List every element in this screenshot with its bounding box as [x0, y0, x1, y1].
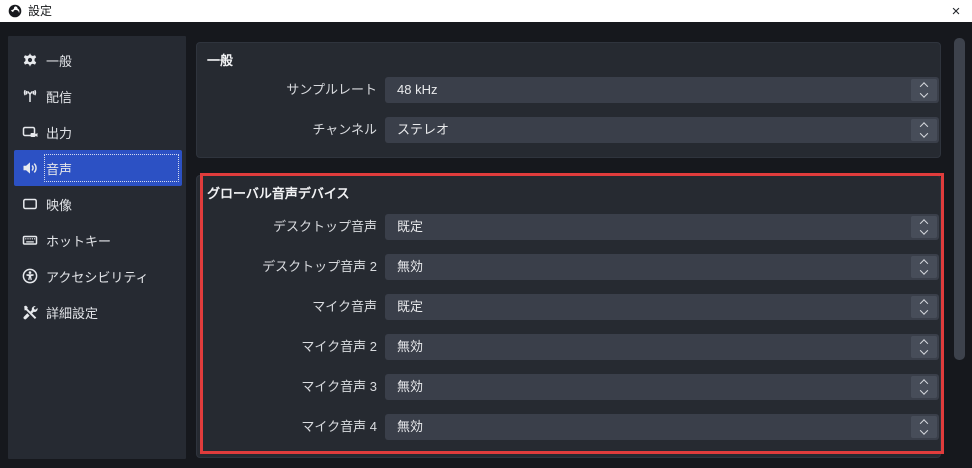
group-global-audio: グローバル音声デバイス デスクトップ音声 既定 デスクトップ音声 2 無効 マイ…	[196, 175, 941, 458]
mic-audio-1-label: マイク音声	[312, 299, 377, 314]
accessibility-icon	[22, 268, 38, 284]
speaker-icon	[23, 162, 37, 174]
close-icon[interactable]: ×	[951, 2, 961, 20]
sidebar-item-label: 配信	[46, 89, 73, 105]
sidebar-item-general[interactable]: 一般	[14, 42, 182, 78]
mic-audio-2-select[interactable]: 無効	[385, 334, 939, 360]
desktop-audio-2-select[interactable]: 無効	[385, 254, 939, 280]
desktop-audio-1-select[interactable]: 既定	[385, 214, 939, 240]
monitor-icon	[23, 198, 37, 210]
desktop-audio-1-value: 既定	[397, 219, 424, 234]
sidebar-item-output[interactable]: 出力	[14, 114, 182, 150]
mic-audio-1-value: 既定	[397, 299, 424, 314]
mic-audio-1-select[interactable]: 既定	[385, 294, 939, 320]
desktop-audio-2-value: 無効	[397, 259, 424, 274]
mic-audio-2-value: 無効	[397, 339, 424, 354]
sample-rate-value: 48 kHz	[397, 82, 438, 97]
sidebar-item-label: 出力	[46, 125, 73, 141]
mic-audio-4-label: マイク音声 4	[301, 419, 377, 434]
chevron-up-down-icon[interactable]	[911, 296, 937, 318]
sidebar-item-label: 音声	[46, 161, 73, 177]
sidebar-item-audio[interactable]: 音声	[14, 150, 182, 186]
row-mic-audio-2: マイク音声 2 無効	[197, 334, 940, 360]
channels-value: ステレオ	[397, 122, 450, 137]
row-mic-audio-3: マイク音声 3 無効	[197, 374, 940, 400]
sidebar-item-label: 映像	[46, 197, 73, 213]
mic-audio-4-value: 無効	[397, 419, 424, 434]
sidebar-item-label: 一般	[46, 53, 73, 69]
sample-rate-select[interactable]: 48 kHz	[385, 77, 939, 103]
output-icon	[22, 126, 38, 137]
sidebar-item-hotkeys[interactable]: ホットキー	[14, 222, 182, 258]
settings-sidebar: 一般 配信 出力	[8, 36, 186, 459]
chevron-up-down-icon[interactable]	[911, 216, 937, 238]
row-desktop-audio-1: デスクトップ音声 既定	[197, 214, 940, 240]
sidebar-item-video[interactable]: 映像	[14, 186, 182, 222]
sidebar-item-accessibility[interactable]: アクセシビリティ	[14, 258, 182, 294]
mic-audio-4-select[interactable]: 無効	[385, 414, 939, 440]
sidebar-item-stream[interactable]: 配信	[14, 78, 182, 114]
desktop-audio-1-label: デスクトップ音声	[272, 219, 377, 234]
broadcast-icon	[23, 89, 37, 102]
row-mic-audio-1: マイク音声 既定	[197, 294, 940, 320]
chevron-up-down-icon[interactable]	[911, 376, 937, 398]
group-general-title: 一般	[207, 53, 234, 68]
sidebar-item-label: アクセシビリティ	[46, 269, 149, 285]
gear-icon	[23, 53, 37, 67]
chevron-up-down-icon[interactable]	[911, 336, 937, 358]
window-title: 設定	[28, 4, 53, 18]
mic-audio-3-select[interactable]: 無効	[385, 374, 939, 400]
row-mic-audio-4: マイク音声 4 無効	[197, 414, 940, 440]
keyboard-icon	[22, 235, 38, 245]
desktop-audio-2-label: デスクトップ音声 2	[262, 259, 377, 274]
mic-audio-3-value: 無効	[397, 379, 424, 394]
vertical-scrollbar[interactable]	[954, 38, 965, 360]
row-channels: チャンネル ステレオ	[197, 117, 940, 143]
sample-rate-label: サンプルレート	[286, 82, 377, 97]
titlebar: 設定 ×	[0, 0, 972, 22]
mic-audio-2-label: マイク音声 2	[301, 339, 377, 354]
obs-logo-icon	[8, 4, 22, 18]
tools-icon	[23, 305, 38, 320]
row-sample-rate: サンプルレート 48 kHz	[197, 77, 940, 103]
sidebar-item-label: 詳細設定	[46, 305, 99, 321]
group-global-audio-title: グローバル音声デバイス	[207, 186, 350, 201]
sidebar-item-label: ホットキー	[46, 233, 112, 249]
chevron-up-down-icon[interactable]	[911, 416, 937, 438]
channels-select[interactable]: ステレオ	[385, 117, 939, 143]
chevron-up-down-icon[interactable]	[911, 119, 937, 141]
sidebar-item-advanced[interactable]: 詳細設定	[14, 294, 182, 330]
row-desktop-audio-2: デスクトップ音声 2 無効	[197, 254, 940, 280]
chevron-up-down-icon[interactable]	[911, 256, 937, 278]
chevron-up-down-icon[interactable]	[911, 79, 937, 101]
mic-audio-3-label: マイク音声 3	[301, 379, 377, 394]
focus-rect	[44, 154, 179, 182]
group-general: 一般 サンプルレート 48 kHz チャンネル ステレオ	[196, 42, 941, 158]
channels-label: チャンネル	[312, 122, 377, 137]
